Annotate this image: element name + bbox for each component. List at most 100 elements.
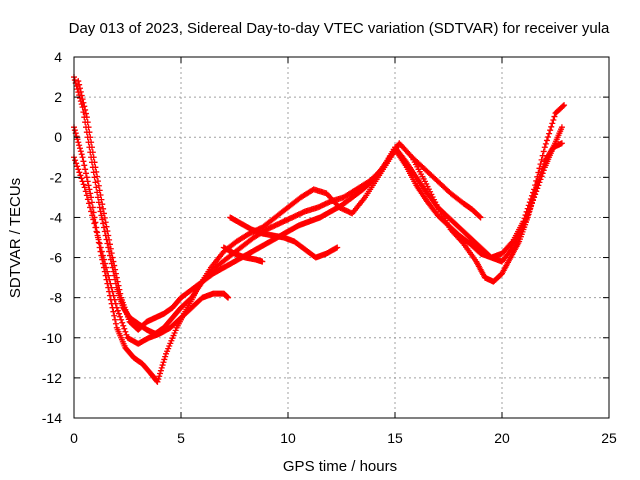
- data-point: [76, 142, 83, 149]
- data-point: [106, 241, 113, 248]
- y-axis-label: SDTVAR / TECUs: [7, 178, 24, 298]
- data-point: [525, 202, 532, 209]
- data-point: [535, 169, 542, 176]
- data-point: [100, 256, 107, 263]
- data-point: [522, 212, 529, 219]
- data-point: [104, 268, 111, 275]
- data-point: [111, 312, 118, 319]
- data-point: [75, 166, 82, 173]
- data-point: [159, 362, 166, 369]
- data-point: [87, 134, 94, 141]
- data-point: [123, 331, 130, 338]
- data-point: [80, 158, 87, 165]
- data-point: [534, 173, 541, 180]
- data-point: [536, 165, 543, 172]
- data-point: [527, 195, 534, 202]
- data-point: [93, 168, 100, 175]
- data-point: [89, 212, 96, 219]
- data-point: [102, 260, 109, 267]
- data-point: [531, 186, 538, 193]
- data-point: [112, 266, 119, 273]
- data-point: [106, 276, 113, 283]
- data-point: [87, 204, 94, 211]
- data-point: [111, 296, 118, 303]
- series-trace-3: [75, 78, 568, 333]
- data-point: [88, 199, 95, 206]
- y-tick-label: 0: [54, 129, 62, 145]
- data-point: [94, 178, 101, 185]
- data-point: [114, 307, 121, 314]
- series-trace-6: [220, 244, 266, 265]
- data-point: [93, 228, 100, 235]
- data-point: [120, 322, 127, 329]
- data-point: [158, 364, 165, 371]
- data-point: [539, 152, 546, 159]
- data-point: [97, 244, 104, 251]
- data-point: [92, 224, 99, 231]
- grid: [74, 57, 609, 418]
- data-point: [75, 139, 82, 146]
- data-point: [476, 213, 483, 220]
- data-point: [477, 214, 484, 221]
- data-point: [542, 140, 549, 147]
- x-tick-label: 0: [70, 430, 78, 446]
- data-point: [96, 187, 103, 194]
- data-point: [81, 103, 88, 110]
- data-point: [161, 356, 168, 363]
- data-point: [157, 367, 164, 374]
- data-point: [76, 169, 83, 176]
- data-point: [116, 286, 123, 293]
- data-point: [88, 139, 95, 146]
- data-point: [110, 308, 117, 315]
- data-point: [115, 310, 122, 317]
- data-point: [524, 205, 531, 212]
- series-trace-5: [227, 214, 341, 261]
- data-point: [85, 124, 92, 131]
- data-point: [79, 154, 86, 161]
- data-point: [546, 130, 553, 137]
- data-point: [73, 133, 80, 140]
- data-point: [104, 228, 111, 235]
- data-point: [121, 325, 128, 332]
- plot-frame: [73, 56, 610, 419]
- data-point: [541, 144, 548, 151]
- data-point: [532, 182, 539, 189]
- series-trace-7: [409, 154, 484, 221]
- data-point: [76, 81, 83, 88]
- data-point: [78, 151, 85, 158]
- data-point: [83, 174, 90, 181]
- data-point: [84, 196, 91, 203]
- x-tick-label: 15: [387, 430, 403, 446]
- data-point: [82, 170, 89, 177]
- data-point: [117, 313, 124, 320]
- data-point: [84, 119, 91, 126]
- data-point: [74, 163, 81, 170]
- data-point: [89, 149, 96, 156]
- data-point: [95, 236, 102, 243]
- data-point: [78, 92, 85, 99]
- data-point: [83, 114, 90, 121]
- data-point: [113, 274, 120, 281]
- data-point: [90, 216, 97, 223]
- data-point: [76, 145, 83, 152]
- data-point: [548, 123, 555, 130]
- data-point: [106, 236, 113, 243]
- data-point: [155, 376, 162, 383]
- data-point: [530, 189, 537, 196]
- y-tick-label: -14: [42, 410, 62, 426]
- data-point: [80, 181, 87, 188]
- data-point: [154, 378, 161, 385]
- data-point: [88, 208, 95, 215]
- data-point: [82, 110, 89, 117]
- data-point: [76, 85, 83, 92]
- data-point: [122, 328, 129, 335]
- data-point: [521, 215, 528, 222]
- data-point: [560, 102, 567, 109]
- data-point: [108, 284, 115, 291]
- data-point: [110, 258, 117, 265]
- data-point: [545, 134, 552, 141]
- y-tick-label: -10: [42, 330, 62, 346]
- data-point: [558, 140, 565, 147]
